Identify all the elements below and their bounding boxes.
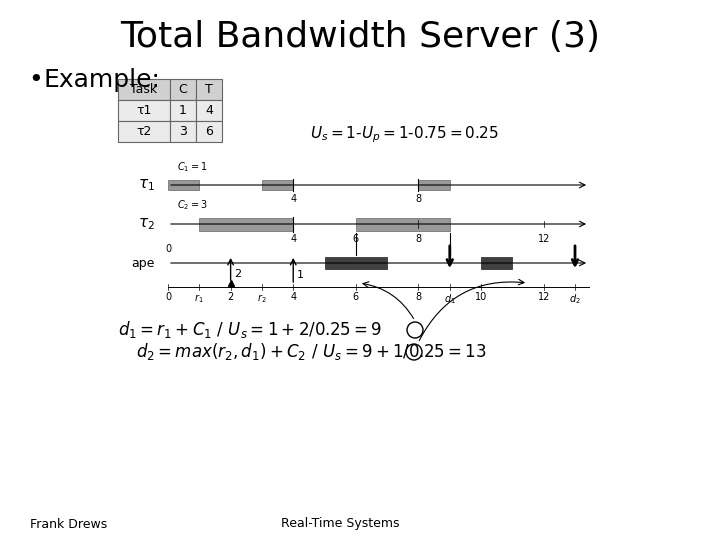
Bar (168, 180, 199, 190)
Text: ape: ape (132, 256, 155, 269)
Bar (325, 257, 387, 269)
Bar (170, 79, 196, 100)
Bar (262, 180, 293, 190)
Text: 4: 4 (290, 194, 297, 204)
Bar (196, 79, 222, 100)
Bar (170, 100, 196, 121)
Text: $d_2 = max(r_2, d_1) + C_2\ /\ U_s = 9 + 1/0.25 = 13$: $d_2 = max(r_2, d_1) + C_2\ /\ U_s = 9 +… (136, 341, 487, 362)
Bar (118, 79, 170, 100)
Text: 4: 4 (290, 234, 297, 245)
Text: $U_s = 1\text{-}U_p = 1\text{-}0.75 = 0.25$: $U_s = 1\text{-}U_p = 1\text{-}0.75 = 0.… (310, 125, 499, 145)
Text: Example:: Example: (44, 68, 161, 92)
Text: 8: 8 (415, 194, 421, 204)
Text: 8: 8 (415, 234, 421, 245)
Bar (196, 121, 222, 142)
Bar (118, 121, 170, 142)
Text: 4: 4 (205, 104, 213, 117)
Text: τ2: τ2 (136, 125, 152, 138)
Text: C: C (179, 83, 187, 96)
Text: $d_1$: $d_1$ (444, 292, 456, 306)
Text: Task: Task (130, 83, 158, 96)
Text: 4: 4 (290, 292, 297, 302)
Text: 1: 1 (297, 270, 305, 280)
Bar (356, 218, 450, 231)
Text: Real-Time Systems: Real-Time Systems (281, 517, 400, 530)
Text: •: • (28, 68, 42, 92)
Bar (170, 121, 196, 142)
Text: 3: 3 (179, 125, 187, 138)
Text: 2: 2 (235, 269, 242, 279)
Text: $d_1 = r_1 + C_1\ /\ U_s = 1 + 2/0.25 = 9$: $d_1 = r_1 + C_1\ /\ U_s = 1 + 2/0.25 = … (118, 320, 382, 341)
Text: 12: 12 (538, 234, 550, 245)
Bar (418, 180, 450, 190)
Text: 0: 0 (165, 292, 171, 302)
Text: 6: 6 (205, 125, 213, 138)
Text: Total Bandwidth Server (3): Total Bandwidth Server (3) (120, 20, 600, 54)
Text: T: T (205, 83, 213, 96)
Text: $d_2$: $d_2$ (569, 292, 581, 306)
Bar (118, 100, 170, 121)
Bar (199, 218, 293, 231)
Text: $\tau_2$: $\tau_2$ (138, 216, 155, 232)
Text: 10: 10 (475, 292, 487, 302)
Text: τ1: τ1 (136, 104, 152, 117)
Bar (481, 257, 513, 269)
Text: 2: 2 (228, 292, 234, 302)
Text: $r_2$: $r_2$ (257, 292, 266, 305)
Text: $\tau_1$: $\tau_1$ (138, 177, 155, 193)
Text: Frank Drews: Frank Drews (30, 517, 107, 530)
Text: 12: 12 (538, 292, 550, 302)
Text: 1: 1 (179, 104, 187, 117)
Text: $C_2 = 3$: $C_2 = 3$ (177, 199, 208, 213)
Text: 6: 6 (353, 234, 359, 245)
Bar (196, 100, 222, 121)
Text: 0: 0 (165, 244, 171, 254)
Text: 8: 8 (415, 292, 421, 302)
Text: $r_1$: $r_1$ (194, 292, 204, 305)
Text: 6: 6 (353, 292, 359, 302)
Text: $C_1 = 1$: $C_1 = 1$ (177, 160, 208, 174)
